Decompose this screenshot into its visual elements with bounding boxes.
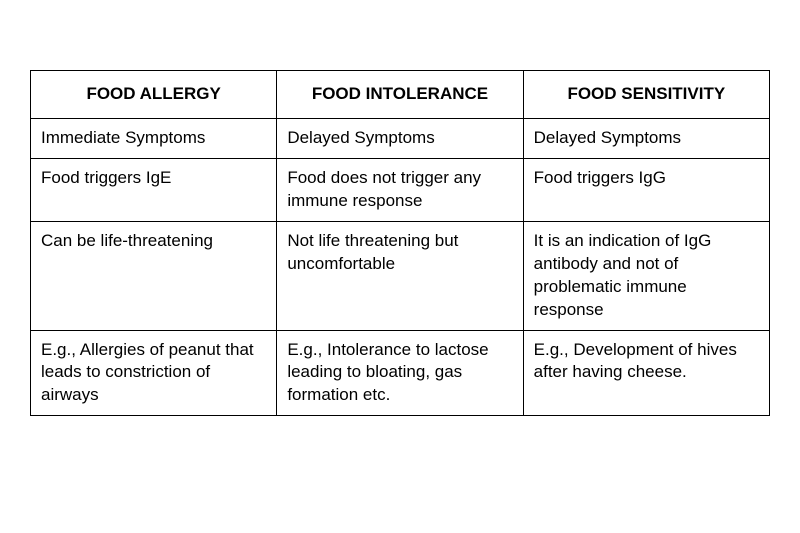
cell: Food does not trigger any immune respons… [277, 158, 523, 221]
cell: It is an indication of IgG antibody and … [523, 221, 769, 330]
comparison-table: FOOD ALLERGY FOOD INTOLERANCE FOOD SENSI… [30, 70, 770, 416]
cell: E.g., Development of hives after having … [523, 330, 769, 416]
table-header-row: FOOD ALLERGY FOOD INTOLERANCE FOOD SENSI… [31, 71, 770, 119]
col-header-sensitivity: FOOD SENSITIVITY [523, 71, 769, 119]
table-row: Food triggers IgE Food does not trigger … [31, 158, 770, 221]
table-row: E.g., Allergies of peanut that leads to … [31, 330, 770, 416]
cell: Delayed Symptoms [523, 118, 769, 158]
table-row: Immediate Symptoms Delayed Symptoms Dela… [31, 118, 770, 158]
cell: E.g., Allergies of peanut that leads to … [31, 330, 277, 416]
table-container: FOOD ALLERGY FOOD INTOLERANCE FOOD SENSI… [0, 0, 800, 416]
col-header-allergy: FOOD ALLERGY [31, 71, 277, 119]
cell: Food triggers IgG [523, 158, 769, 221]
cell: E.g., Intolerance to lactose leading to … [277, 330, 523, 416]
cell: Not life threatening but uncomfortable [277, 221, 523, 330]
table-row: Can be life-threatening Not life threate… [31, 221, 770, 330]
col-header-intolerance: FOOD INTOLERANCE [277, 71, 523, 119]
cell: Delayed Symptoms [277, 118, 523, 158]
cell: Can be life-threatening [31, 221, 277, 330]
cell: Food triggers IgE [31, 158, 277, 221]
cell: Immediate Symptoms [31, 118, 277, 158]
